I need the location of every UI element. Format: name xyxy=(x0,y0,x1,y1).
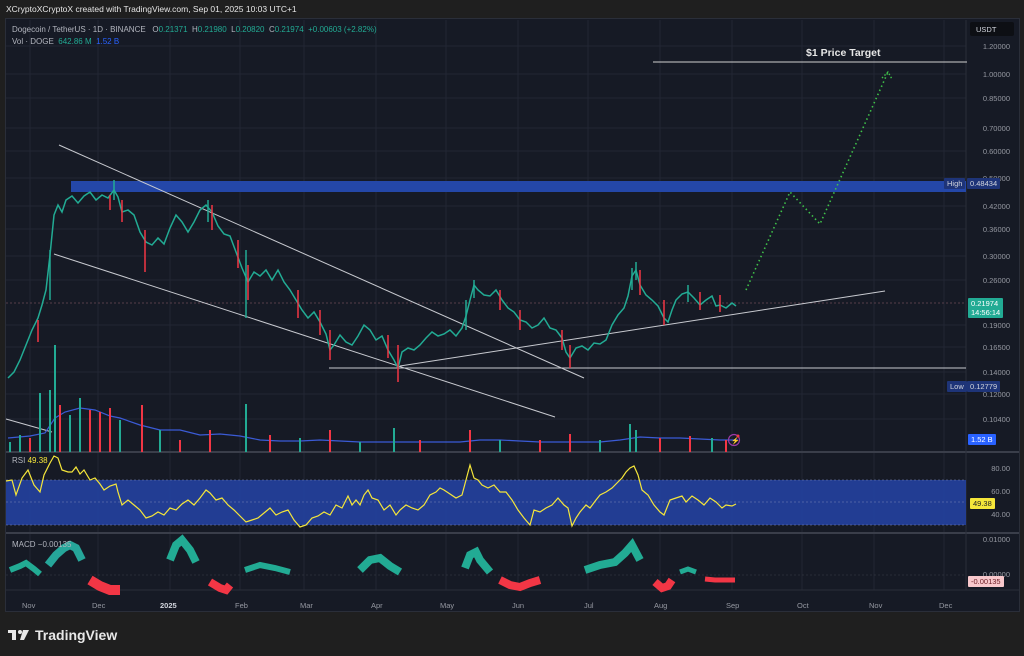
rsi-tick-80: 80.00 xyxy=(991,464,1010,473)
low-label-tag: Low xyxy=(947,381,967,392)
low-price-tag: 0.12779 xyxy=(967,381,1001,392)
ohlc-low: 0.20820 xyxy=(235,25,265,34)
rsi-label: RSI 49.38 xyxy=(12,456,48,465)
volume-ma-tag: 1.52 B xyxy=(968,434,996,445)
current-price-tag: 0.21974 14:56:14 xyxy=(968,298,1004,318)
price-target-label[interactable]: $1 Price Target xyxy=(806,47,881,59)
macd-label: MACD −0.00135 xyxy=(12,540,72,549)
volume-bars: ⚡ xyxy=(7,345,741,452)
high-price-tag: 0.48434 xyxy=(967,178,1001,189)
macd-tick-zero: 0.00000 xyxy=(982,570,1010,579)
volume-label[interactable]: Vol · DOGE xyxy=(12,37,54,46)
chart-credit: XCryptoXCryptoX created with TradingView… xyxy=(6,4,297,14)
svg-text:⚡: ⚡ xyxy=(731,436,740,445)
rsi-line xyxy=(5,455,737,528)
ohlc-high: 0.21980 xyxy=(197,25,227,34)
candle-countdown: 14:56:14 xyxy=(971,308,1001,317)
rsi-value: 49.38 xyxy=(27,456,48,465)
volume-ma-value: 1.52 B xyxy=(96,37,120,46)
projection-path xyxy=(745,71,889,291)
ohlc-open: 0.21371 xyxy=(158,25,188,34)
tradingview-logo-icon xyxy=(8,630,29,640)
tradingview-logo[interactable]: TradingView xyxy=(8,627,117,643)
trendlines[interactable] xyxy=(5,144,966,433)
rsi-value-tag: 49.38 xyxy=(970,498,995,509)
lightning-icon[interactable] xyxy=(727,433,741,447)
volume-value: 642.86 M xyxy=(58,37,92,46)
macd-histogram xyxy=(8,534,735,595)
price-candles xyxy=(7,180,737,382)
macd-value: −0.00135 xyxy=(37,540,72,549)
high-label-tag: High xyxy=(944,178,966,189)
rsi-tick-40: 40.00 xyxy=(991,510,1010,519)
symbol-legend: Dogecoin / TetherUS · 1D · BINANCE O0.21… xyxy=(12,25,377,46)
macd-tick-top: 0.01000 xyxy=(982,535,1010,544)
symbol-title[interactable]: Dogecoin / TetherUS · 1D · BINANCE xyxy=(12,25,146,34)
macd-value-tag: -0.00135 xyxy=(968,576,1004,587)
rsi-tick-60: 60.00 xyxy=(991,487,1010,496)
price-change: +0.00603 (+2.82%) xyxy=(308,25,377,34)
ohlc-close: 0.21974 xyxy=(274,25,304,34)
resistance-zone[interactable] xyxy=(71,181,966,192)
currency-button[interactable]: USDT xyxy=(970,22,1014,36)
